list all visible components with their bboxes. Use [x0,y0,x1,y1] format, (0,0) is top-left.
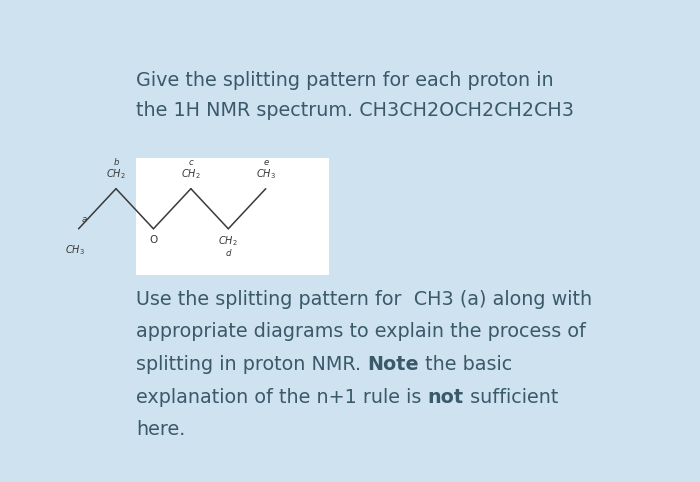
Text: $CH_2$: $CH_2$ [181,167,201,181]
Text: d: d [225,249,231,257]
Text: Note: Note [368,355,419,374]
Text: Give the splitting pattern for each proton in: Give the splitting pattern for each prot… [136,71,554,90]
Text: b: b [113,158,119,167]
Text: sufficient: sufficient [464,388,559,407]
Text: not: not [428,388,464,407]
Text: explanation of the n+1 rule is: explanation of the n+1 rule is [136,388,428,407]
Text: splitting in proton NMR.: splitting in proton NMR. [136,355,368,374]
Text: here.: here. [136,420,186,440]
Text: the basic: the basic [419,355,512,374]
Text: a: a [82,215,88,224]
Text: appropriate diagrams to explain the process of: appropriate diagrams to explain the proc… [136,322,586,341]
Text: e: e [263,158,268,167]
Text: O: O [149,235,158,245]
Text: $CH_2$: $CH_2$ [106,167,126,181]
Text: $CH_3$: $CH_3$ [65,243,85,257]
Text: $CH_2$: $CH_2$ [218,235,238,248]
FancyBboxPatch shape [136,158,329,275]
Text: c: c [188,158,193,167]
Text: the 1H NMR spectrum. CH3CH2OCH2CH2CH3: the 1H NMR spectrum. CH3CH2OCH2CH2CH3 [136,101,574,120]
Text: $CH_3$: $CH_3$ [256,167,276,181]
Text: Use the splitting pattern for  CH3 (a) along with: Use the splitting pattern for CH3 (a) al… [136,290,592,309]
